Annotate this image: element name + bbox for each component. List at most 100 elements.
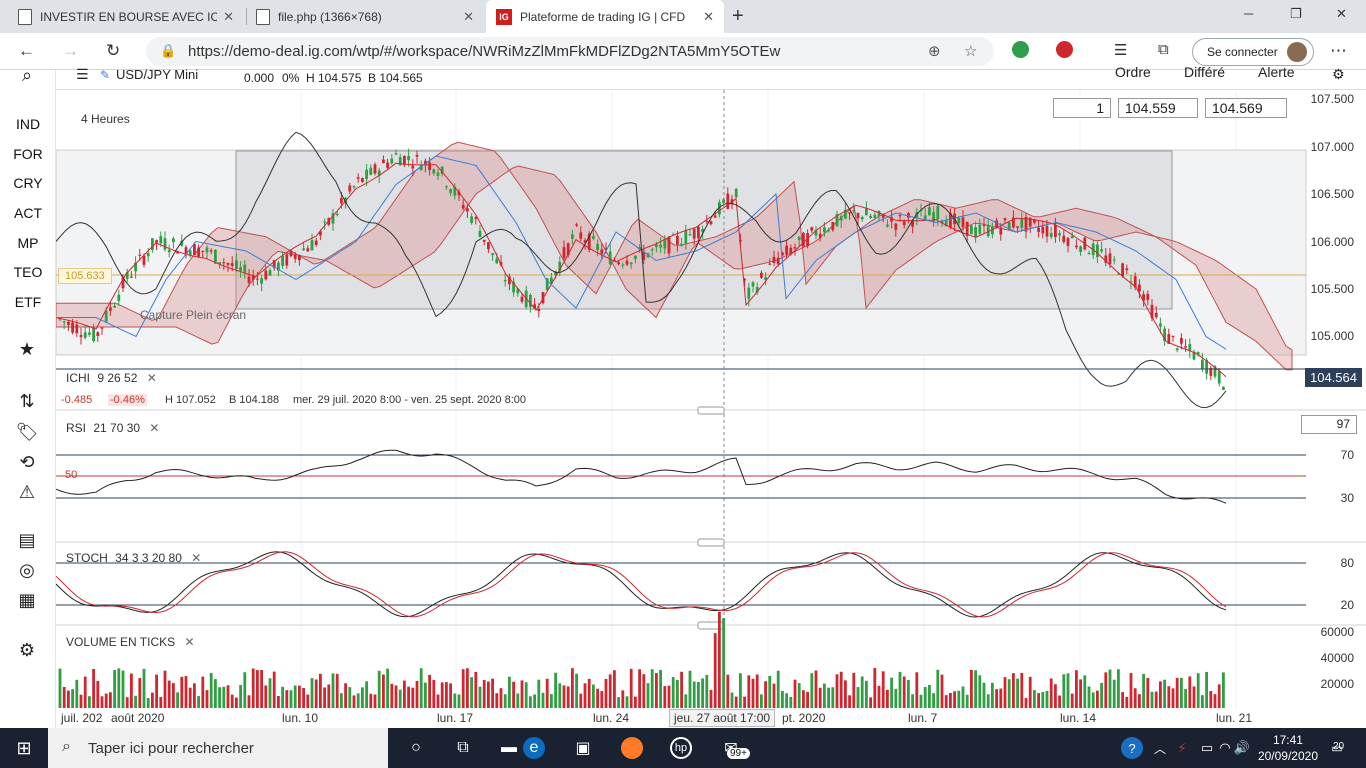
wifi-icon[interactable]: ◠	[1219, 740, 1231, 755]
tab-investir[interactable]: INVESTIR EN BOURSE AVEC ICHI ✕	[8, 0, 244, 33]
volume-bar	[142, 668, 146, 708]
remove-indicator-icon[interactable]: ✕	[146, 371, 157, 385]
candle-body	[982, 224, 986, 227]
candle-body	[125, 272, 129, 280]
volume-bar	[151, 692, 154, 708]
more-menu-icon[interactable]: ⋯	[1330, 41, 1347, 60]
volume-bar	[562, 685, 566, 708]
tab-ig-platform[interactable]: IG Plateforme de trading IG | CFD ✕	[486, 0, 724, 33]
file-explorer-icon[interactable]: ▬	[501, 739, 517, 756]
close-tab-icon[interactable]: ✕	[703, 8, 714, 24]
volume-bar	[1150, 691, 1154, 708]
volume-bar	[533, 694, 536, 708]
gear-icon[interactable]: ⚙	[1332, 66, 1345, 82]
sidebar-item-for[interactable]: FOR	[13, 146, 43, 162]
minimize-icon[interactable]: ─	[1244, 6, 1254, 21]
remove-indicator-icon[interactable]: ✕	[191, 551, 202, 565]
signals-icon[interactable]: ◎	[19, 559, 35, 580]
settings-gear-icon[interactable]: ⚙	[18, 639, 36, 660]
search-icon[interactable]: ⌕	[21, 64, 33, 85]
sidebar-item-teo[interactable]: TEO	[13, 264, 43, 280]
system-clock[interactable]: 17:41 20/09/2020	[1257, 733, 1318, 763]
candle-body	[642, 251, 646, 260]
hp-icon[interactable]: hp	[670, 737, 692, 759]
evernote-icon[interactable]	[1012, 41, 1029, 58]
star-icon[interactable]: ★	[18, 338, 36, 359]
menu-icon[interactable]: ☰	[76, 66, 89, 82]
candle-body	[743, 278, 746, 281]
new-tab-icon[interactable]: +	[732, 5, 744, 27]
collections-icon[interactable]: ⧉	[1158, 41, 1169, 58]
candle-body	[629, 262, 633, 265]
candle-body	[596, 243, 599, 251]
volume-icon[interactable]: 🔊	[1233, 740, 1251, 755]
url-field[interactable]: 🔒 https://demo-deal.ig.com/wtp/#/workspa…	[146, 37, 994, 66]
candle-body	[701, 228, 704, 233]
volume-bar	[130, 673, 133, 708]
tag-icon[interactable]: 🏷	[15, 421, 39, 442]
sidebar-item-mp[interactable]: MP	[17, 235, 39, 251]
notification-icon[interactable]: ▭	[1331, 741, 1343, 755]
edge-browser-icon[interactable]: e	[523, 737, 545, 759]
tab-file-php[interactable]: file.php (1366×768) ✕	[246, 0, 484, 33]
news-icon[interactable]: ▤	[18, 529, 36, 550]
remove-indicator-icon[interactable]: ✕	[149, 421, 160, 435]
order-button[interactable]: Ordre	[1115, 64, 1151, 80]
deferred-button[interactable]: Différé	[1184, 64, 1225, 80]
volume-bar	[1045, 691, 1049, 708]
volume-bar	[881, 671, 885, 708]
zoom-icon[interactable]: ⊕	[928, 43, 941, 60]
calendar-icon[interactable]: ▦	[18, 589, 36, 610]
sidebar-item-act[interactable]: ACT	[14, 205, 42, 221]
candle-body	[844, 209, 847, 219]
chart-area[interactable]: 4 Heures Capture Plein écran 1 104.559 1…	[55, 90, 1366, 728]
volume-bar	[1054, 684, 1057, 708]
rsi-value-box[interactable]: 97	[1301, 415, 1357, 434]
volume-bar	[247, 695, 251, 708]
taskbar-search[interactable]: ⌕ Taper ici pour rechercher	[48, 728, 388, 768]
firefox-icon[interactable]	[621, 737, 643, 759]
help-icon[interactable]: ?	[1121, 737, 1143, 759]
store-icon[interactable]: ▣	[575, 740, 591, 757]
quantity-field[interactable]: 1	[1053, 98, 1111, 118]
favorite-star-icon[interactable]: ☆	[964, 43, 978, 60]
instrument-name[interactable]: USD/JPY Mini	[116, 67, 199, 82]
acrobat-icon[interactable]: ⚡	[1177, 739, 1187, 756]
volume-bar	[335, 673, 339, 708]
battery-icon[interactable]: ▭	[1200, 740, 1214, 755]
maximize-icon[interactable]: ❐	[1290, 6, 1302, 21]
volume-bar	[722, 618, 725, 708]
volume-bar	[1058, 695, 1061, 708]
url-text[interactable]: https://demo-deal.ig.com/wtp/#/workspace…	[188, 43, 781, 60]
volume-bar	[936, 669, 940, 708]
close-tab-icon[interactable]: ✕	[463, 8, 474, 24]
refresh-icon[interactable]: ↻	[106, 41, 121, 60]
edit-pencil-icon[interactable]: ✎	[100, 68, 111, 82]
history-icon[interactable]: ⟲	[19, 451, 35, 472]
bid-price-box[interactable]: 104.559	[1118, 98, 1198, 118]
sidebar-item-etf[interactable]: ETF	[14, 294, 42, 310]
volume-bar	[83, 676, 87, 708]
positions-arrows-icon[interactable]: ⇅	[19, 390, 35, 411]
ask-price-box[interactable]: 104.569	[1205, 98, 1287, 118]
close-window-icon[interactable]: ✕	[1336, 6, 1347, 21]
sidebar-item-ind[interactable]: IND	[15, 116, 41, 132]
tray-chevron-icon[interactable]: ︿	[1153, 741, 1166, 756]
favorites-bar-icon[interactable]: ☰	[1114, 42, 1128, 59]
volume-bar	[520, 680, 524, 708]
forward-arrow-icon[interactable]: →	[62, 41, 79, 60]
warning-icon[interactable]: ⚠	[18, 481, 36, 502]
alert-button[interactable]: Alerte	[1258, 64, 1295, 80]
volume-bar	[1142, 673, 1145, 708]
adblock-icon[interactable]	[1056, 41, 1073, 58]
windows-start-icon[interactable]: ⊞	[16, 737, 32, 758]
back-arrow-icon[interactable]: ←	[18, 41, 35, 60]
task-view-icon[interactable]: ⧉	[457, 739, 469, 756]
cortana-icon[interactable]: ○	[411, 739, 421, 756]
sidebar-item-cry[interactable]: CRY	[13, 175, 43, 191]
volume-bar	[697, 682, 700, 708]
close-tab-icon[interactable]: ✕	[223, 8, 234, 24]
sign-in-button[interactable]: Se connecter	[1192, 38, 1314, 66]
remove-indicator-icon[interactable]: ✕	[184, 635, 195, 649]
candle-body	[886, 224, 889, 227]
